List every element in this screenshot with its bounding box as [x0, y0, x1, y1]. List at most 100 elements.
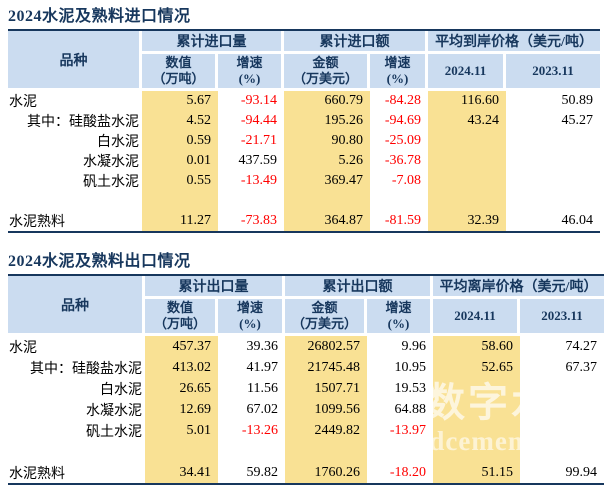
header-sub-row: 数值 （万吨） 增速 (%) 金额 （万美元） 增速 (%) 2024.11 2… [8, 54, 601, 91]
category-cell: 其中：硅酸盐水泥 [30, 361, 142, 377]
value-cell: -94.69 [384, 113, 421, 128]
category-cell: 白水泥 [97, 135, 139, 150]
value-cell: 46.04 [561, 213, 594, 228]
value-cell: 364.87 [284, 211, 370, 231]
category-cell: 矾土水泥 [86, 424, 142, 440]
value-cell: 34.41 [145, 462, 218, 483]
header-sub-row: 数值 （万吨） 增速 (%) 金额 （万美元） 增速 (%) 2024.11 2… [8, 299, 605, 336]
export-table-header: 品种 累计出口量 累计出口额 平均离岸价格（美元/吨） 数值 （万吨） 增速 (… [8, 276, 605, 336]
column-group-import-volume: 累计进口量 [142, 31, 284, 54]
value-cell: 19.53 [394, 380, 427, 396]
value-cell: -21.71 [240, 133, 277, 148]
value-cell: 1099.56 [285, 399, 367, 420]
table-row: 白水泥 26.65 11.56 1507.71 19.53 [8, 378, 604, 399]
value-cell [285, 441, 367, 462]
value-cell: 51.15 [433, 462, 520, 483]
value-cell [145, 441, 218, 462]
value-cell: 413.02 [145, 357, 218, 378]
value-cell: 10.95 [394, 359, 427, 375]
value-cell [428, 131, 506, 151]
value-cell [284, 191, 370, 211]
value-cell: 32.39 [428, 211, 506, 231]
table-row: 水泥熟料 11.27 -73.83 364.87 -81.59 32.39 46… [8, 211, 600, 231]
header-group-row: 品种 累计出口量 累计出口额 平均离岸价格（美元/吨） [8, 276, 605, 336]
value-cell: -36.78 [384, 153, 421, 168]
value-cell: 12.69 [145, 399, 218, 420]
value-cell: 0.59 [142, 131, 218, 151]
value-cell [433, 399, 520, 420]
value-cell [520, 420, 604, 441]
column-header-category: 品种 [8, 276, 145, 336]
value-cell: 660.79 [284, 91, 370, 111]
column-header-value-growth: 增速 (%) [367, 299, 433, 336]
value-cell [428, 191, 506, 211]
value-cell: 64.88 [394, 401, 427, 417]
value-cell [433, 378, 520, 399]
value-cell: 116.60 [428, 91, 506, 111]
value-cell [506, 151, 600, 171]
value-cell: 11.27 [142, 211, 218, 231]
column-header-price-2023: 2023.11 [520, 299, 605, 336]
value-cell: 11.56 [247, 380, 278, 396]
value-cell: 1507.71 [285, 378, 367, 399]
value-cell [367, 441, 433, 462]
column-group-export-volume: 累计出口量 [145, 276, 285, 299]
column-header-value-growth: 增速 (%) [370, 54, 428, 91]
table-row-spacer [8, 191, 600, 211]
column-header-volume-growth: 增速 (%) [218, 54, 284, 91]
value-cell: 0.55 [142, 171, 218, 191]
value-cell [506, 131, 600, 151]
value-cell [370, 191, 428, 211]
category-cell: 矾土水泥 [83, 175, 139, 190]
table-row: 水泥 5.67 -93.14 660.79 -84.28 116.60 50.8… [8, 91, 600, 111]
value-cell: 195.26 [284, 111, 370, 131]
column-header-value: 金额 （万美元） [284, 54, 370, 91]
value-cell: -93.14 [240, 93, 277, 108]
value-cell [520, 399, 604, 420]
table-row: 水泥熟料 34.41 59.82 1760.26 -18.20 51.15 99… [8, 462, 604, 483]
column-group-fob-price: 平均离岸价格（美元/吨） [433, 276, 605, 299]
column-header-volume-growth: 增速 (%) [218, 299, 285, 336]
category-cell: 水凝水泥 [86, 403, 142, 419]
table-row: 水凝水泥 0.01 437.59 5.26 -36.78 [8, 151, 600, 171]
import-table-header: 品种 累计进口量 累计进口额 平均到岸价格（美元/吨） 数值 （万吨） 增速 (… [8, 31, 601, 91]
table-row: 水凝水泥 12.69 67.02 1099.56 64.88 [8, 399, 604, 420]
value-cell: 26802.57 [285, 336, 367, 357]
column-header-value: 金额 （万美元） [285, 299, 367, 336]
column-header-category: 品种 [8, 31, 142, 91]
value-cell: 58.60 [433, 336, 520, 357]
value-cell: 39.36 [246, 338, 279, 354]
value-cell: 1760.26 [285, 462, 367, 483]
category-cell: 水泥熟料 [9, 466, 65, 482]
value-cell: 99.94 [565, 464, 598, 480]
value-cell: 5.67 [142, 91, 218, 111]
value-cell: 67.37 [565, 359, 598, 375]
export-table-title: 2024水泥及熟料出口情况 [8, 253, 191, 270]
value-cell: 67.02 [246, 401, 279, 417]
category-cell [8, 441, 145, 462]
value-cell: 90.80 [284, 131, 370, 151]
value-cell: 26.65 [145, 378, 218, 399]
column-header-price-2023: 2023.11 [506, 54, 601, 91]
value-cell: 59.82 [246, 464, 279, 480]
table-row: 白水泥 0.59 -21.71 90.80 -25.09 [8, 131, 600, 151]
value-cell: 9.96 [401, 338, 427, 354]
value-cell: 437.59 [238, 153, 278, 168]
value-cell: 457.37 [145, 336, 218, 357]
value-cell [428, 151, 506, 171]
column-header-price-2024: 2024.11 [428, 54, 506, 91]
value-cell: -73.83 [240, 213, 277, 228]
value-cell [218, 441, 285, 462]
category-cell: 水泥熟料 [9, 215, 65, 230]
value-cell [433, 420, 520, 441]
value-cell: -81.59 [384, 213, 421, 228]
table-row: 其中：硅酸盐水泥 4.52 -94.44 195.26 -94.69 43.24… [8, 111, 600, 131]
value-cell: 2449.82 [285, 420, 367, 441]
value-cell: 5.01 [145, 420, 218, 441]
value-cell: 45.27 [561, 113, 594, 128]
table-row: 矾土水泥 0.55 -13.49 369.47 -7.08 [8, 171, 600, 191]
export-table-body: 水泥 457.37 39.36 26802.57 9.96 58.60 74.2… [8, 336, 604, 483]
value-cell: -7.08 [391, 173, 421, 188]
import-table-title: 2024水泥及熟料进口情况 [8, 8, 191, 25]
